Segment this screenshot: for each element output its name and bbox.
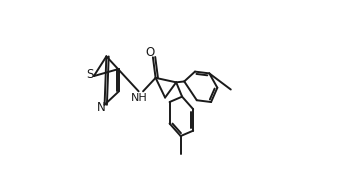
Text: O: O	[145, 46, 154, 59]
Text: N: N	[96, 101, 105, 114]
Text: S: S	[86, 68, 94, 81]
Text: NH: NH	[131, 93, 148, 103]
